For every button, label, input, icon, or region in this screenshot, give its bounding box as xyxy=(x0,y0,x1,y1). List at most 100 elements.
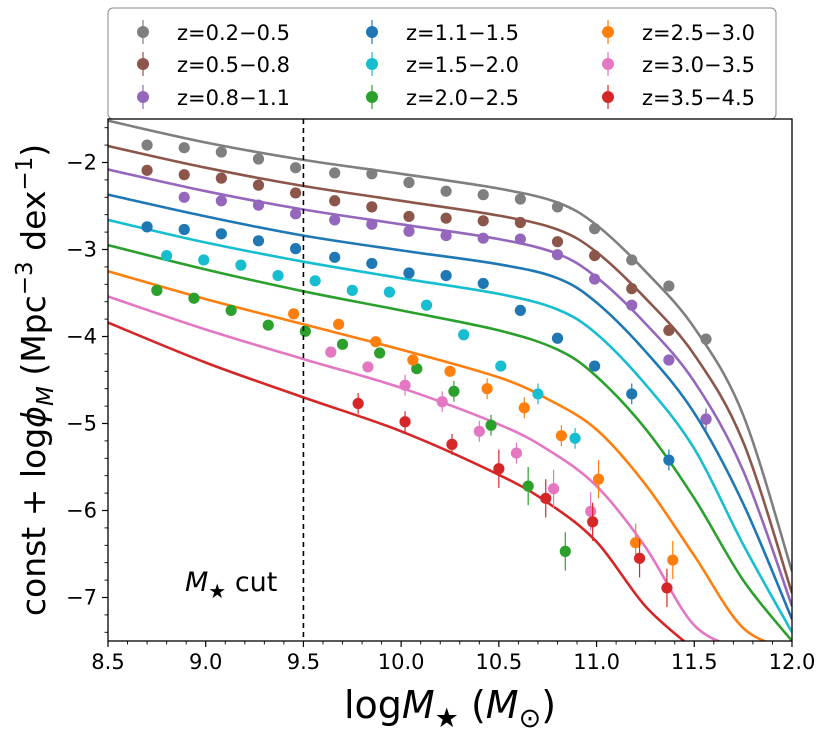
data-point xyxy=(555,430,567,442)
data-point xyxy=(151,284,163,296)
data-point xyxy=(551,249,564,261)
data-point xyxy=(178,223,190,236)
data-point xyxy=(215,195,227,207)
data-point xyxy=(473,425,485,437)
data-point xyxy=(630,537,642,549)
legend-marker xyxy=(366,26,378,38)
data-point xyxy=(448,385,460,397)
data-point xyxy=(403,210,415,223)
legend-marker xyxy=(602,26,614,38)
data-point xyxy=(333,318,345,330)
data-point xyxy=(663,324,675,337)
plot-frame xyxy=(107,118,793,642)
data-point xyxy=(290,162,302,174)
data-point xyxy=(299,325,311,337)
legend-label: z=1.1−1.5 xyxy=(406,21,519,45)
data-point xyxy=(178,169,190,181)
y-tick-label: −7 xyxy=(66,586,97,610)
y-tick-label: −2 xyxy=(66,151,97,175)
data-point xyxy=(420,299,433,311)
x-tick-label: 10.5 xyxy=(475,650,522,674)
data-point xyxy=(440,229,452,242)
data-point xyxy=(288,308,300,320)
data-point xyxy=(626,388,638,400)
data-point xyxy=(587,516,599,528)
data-point xyxy=(551,236,564,248)
legend-marker xyxy=(602,91,614,103)
y-tick-label: −4 xyxy=(66,325,97,349)
data-point xyxy=(141,221,153,233)
data-point xyxy=(514,216,526,229)
legend-marker xyxy=(137,58,149,70)
data-point xyxy=(262,319,274,331)
data-point xyxy=(532,388,544,400)
data-point xyxy=(329,167,341,179)
data-point xyxy=(362,361,374,373)
legend-label: z=2.0−2.5 xyxy=(406,86,519,110)
legend-marker xyxy=(366,91,378,103)
y-tick-label: −3 xyxy=(66,238,97,262)
data-point xyxy=(215,146,227,158)
data-point xyxy=(589,249,601,262)
data-point xyxy=(336,338,349,350)
data-point xyxy=(551,201,564,213)
data-point xyxy=(252,179,265,191)
data-point xyxy=(366,257,378,270)
y-tick-label: −6 xyxy=(66,499,97,523)
x-tick-label: 11.5 xyxy=(671,650,718,674)
data-point xyxy=(547,483,560,495)
data-point xyxy=(585,505,597,517)
model-curve-9 xyxy=(108,321,686,641)
data-point xyxy=(290,187,302,199)
data-point xyxy=(626,283,638,295)
data-point xyxy=(626,299,638,311)
data-point xyxy=(663,454,675,466)
data-point xyxy=(290,208,302,220)
data-point xyxy=(252,153,265,165)
data-point xyxy=(370,336,382,348)
y-axis-label: const + logϕM (Mpc−3 dex−1) xyxy=(12,144,59,616)
legend-label: z=0.2−0.5 xyxy=(177,21,290,45)
data-point xyxy=(700,413,712,425)
data-point xyxy=(485,419,497,431)
data-point xyxy=(633,552,646,564)
data-point xyxy=(626,254,638,266)
legend: z=0.2−0.5 z=0.5−0.8 z=0.8−1.1 z=1.1−1.5 z=1.… xyxy=(107,7,777,120)
model-curve-5 xyxy=(108,218,792,633)
model-curve-2 xyxy=(108,144,792,594)
data-point xyxy=(329,251,341,263)
data-point xyxy=(366,218,378,230)
data-point xyxy=(325,346,337,358)
legend-marker xyxy=(602,58,614,70)
data-point xyxy=(477,215,489,227)
x-tick-label: 12.0 xyxy=(769,650,816,674)
y-axis: −2 −3 −4 −5 −6 −7 xyxy=(66,127,108,633)
data-point xyxy=(667,554,679,566)
data-point xyxy=(663,354,675,366)
data-point xyxy=(346,284,358,296)
model-curve-6 xyxy=(108,243,792,641)
data-point xyxy=(477,232,489,244)
plot-background xyxy=(108,119,792,641)
data-point xyxy=(272,270,284,282)
data-point xyxy=(661,582,673,594)
legend-label: z=0.8−1.1 xyxy=(177,86,290,110)
data-point xyxy=(663,280,675,292)
legend-label: z=3.0−3.5 xyxy=(642,53,755,77)
data-point xyxy=(411,363,423,375)
x-tick-label: 9.5 xyxy=(287,650,320,674)
data-point xyxy=(399,379,411,391)
data-point xyxy=(446,438,458,450)
data-point xyxy=(383,286,396,298)
data-point xyxy=(440,185,452,197)
data-point xyxy=(477,277,489,290)
legend-label: z=3.5−4.5 xyxy=(642,86,755,110)
data-point xyxy=(290,243,302,255)
data-point xyxy=(589,273,601,285)
data-point xyxy=(551,332,564,344)
data-point xyxy=(215,172,227,184)
data-point xyxy=(458,329,470,341)
data-points xyxy=(141,139,712,608)
model-curve-4 xyxy=(108,193,792,620)
